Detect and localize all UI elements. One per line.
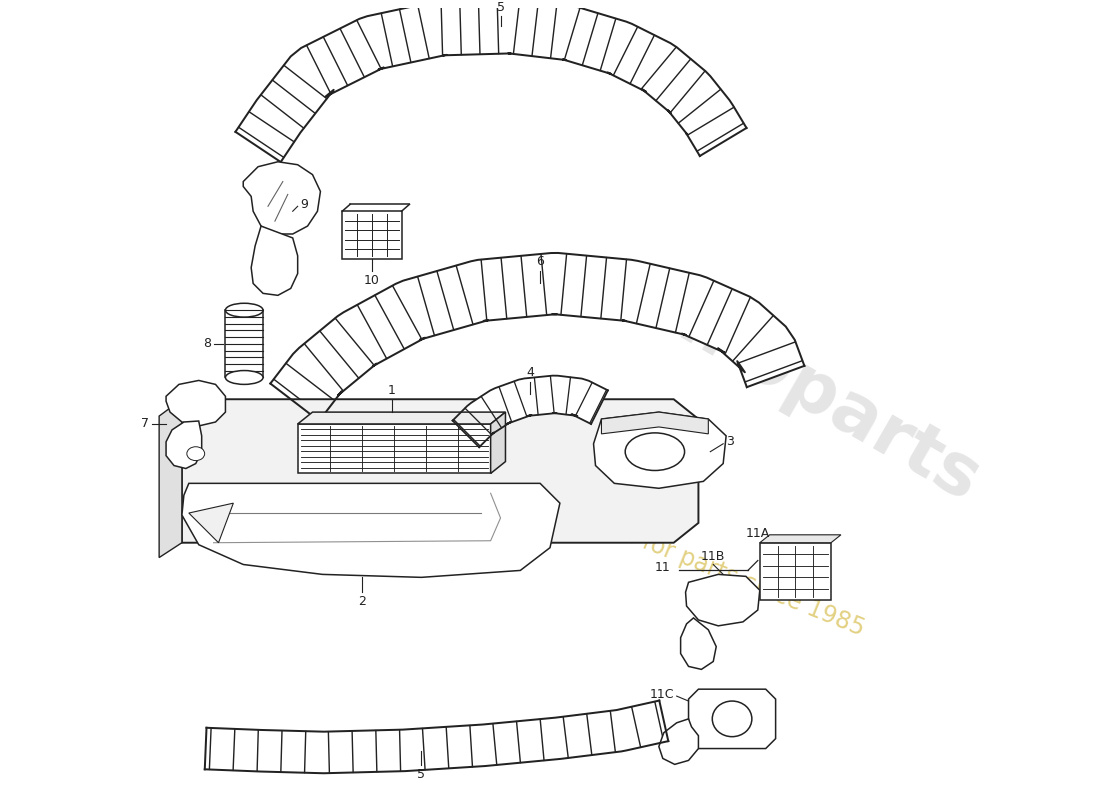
Text: 10: 10 [364, 274, 380, 286]
Ellipse shape [713, 701, 752, 737]
Text: 6: 6 [536, 254, 544, 268]
Ellipse shape [187, 446, 205, 461]
Polygon shape [685, 574, 760, 626]
Polygon shape [160, 399, 182, 558]
Ellipse shape [226, 303, 263, 317]
Polygon shape [298, 424, 491, 474]
Polygon shape [594, 412, 726, 488]
Text: 11A: 11A [746, 526, 770, 540]
Polygon shape [452, 376, 608, 447]
Polygon shape [689, 689, 776, 749]
Polygon shape [491, 412, 506, 474]
Text: 9: 9 [300, 198, 308, 211]
Polygon shape [166, 421, 201, 469]
Polygon shape [182, 483, 560, 578]
Polygon shape [271, 253, 804, 421]
Text: 8: 8 [204, 338, 211, 350]
Text: 1: 1 [387, 384, 396, 398]
Text: eurOparts: eurOparts [602, 252, 992, 517]
Polygon shape [243, 162, 320, 234]
Text: 5: 5 [417, 768, 426, 782]
Text: 11C: 11C [649, 688, 673, 701]
Text: 5: 5 [496, 2, 505, 14]
Bar [760, 542, 830, 600]
Polygon shape [298, 412, 506, 424]
Polygon shape [166, 381, 226, 426]
Text: 3: 3 [726, 435, 734, 448]
Polygon shape [205, 701, 669, 774]
Text: 2: 2 [359, 595, 366, 608]
Text: 7: 7 [141, 418, 150, 430]
Polygon shape [189, 503, 233, 542]
Polygon shape [681, 618, 716, 670]
Polygon shape [659, 719, 698, 764]
Polygon shape [235, 0, 747, 162]
Polygon shape [760, 535, 840, 542]
Text: 11: 11 [654, 561, 671, 574]
Polygon shape [182, 399, 698, 542]
Ellipse shape [625, 433, 684, 470]
Polygon shape [602, 412, 708, 434]
Polygon shape [251, 226, 298, 295]
Bar [226, 310, 263, 378]
Bar [342, 211, 402, 258]
Ellipse shape [226, 370, 263, 384]
Text: a passion for parts since 1985: a passion for parts since 1985 [528, 485, 869, 641]
Text: 11B: 11B [701, 550, 726, 562]
Text: 4: 4 [526, 366, 535, 379]
